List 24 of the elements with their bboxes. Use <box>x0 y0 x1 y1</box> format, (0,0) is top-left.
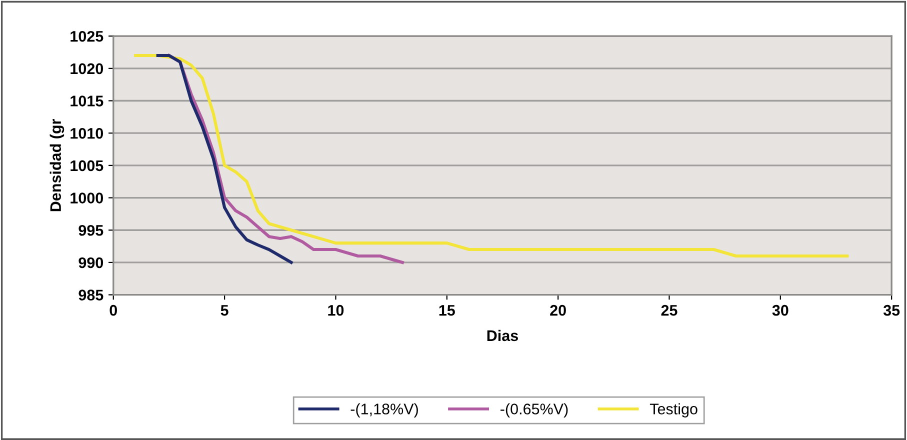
y-tick-label: 995 <box>78 224 104 236</box>
y-tick-label: 985 <box>78 290 104 300</box>
x-axis-title: Dias <box>487 330 518 342</box>
x-tick-label: 15 <box>439 305 455 316</box>
x-tick-label: 20 <box>550 304 566 316</box>
line-series <box>156 54 293 264</box>
y-tick-label: 1020 <box>70 63 104 74</box>
y-tick-label: 1010 <box>70 128 104 139</box>
x-tick-label: 5 <box>220 305 228 316</box>
x-tick-label: 35 <box>883 304 900 316</box>
y-tick-label: 990 <box>78 257 104 268</box>
line-series <box>134 54 849 258</box>
y-tick-label: 1000 <box>70 192 104 204</box>
y-axis-title: Densidad (gr <box>50 118 64 212</box>
x-tick-label: 30 <box>772 304 788 316</box>
y-tick-label: 1005 <box>70 160 104 172</box>
legend-label: -(1,18%V) <box>350 403 418 418</box>
x-tick-label: 25 <box>661 304 678 316</box>
x-tick-label: 0 <box>110 304 117 316</box>
y-tick-label: 1025 <box>70 30 104 42</box>
x-tick-label: 10 <box>328 304 344 316</box>
legend-label: -(0.65%V) <box>500 403 568 418</box>
legend-label: Testigo <box>650 403 698 418</box>
y-tick-label: 1015 <box>70 96 104 106</box>
